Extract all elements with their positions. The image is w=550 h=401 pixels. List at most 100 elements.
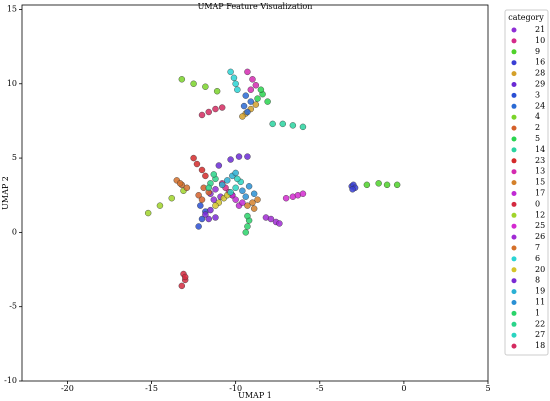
legend-marker: [511, 136, 517, 142]
point: [235, 153, 243, 160]
legend-marker: [511, 114, 517, 120]
point: [383, 181, 391, 189]
x-tick-label: 5: [485, 384, 490, 393]
legend-marker: [511, 169, 517, 175]
legend-label: 5: [535, 134, 540, 143]
legend-label: 7: [535, 243, 540, 252]
point: [210, 196, 217, 203]
point: [279, 120, 286, 128]
x-tick-label: -15: [145, 384, 158, 393]
point: [227, 68, 234, 76]
point: [244, 212, 251, 220]
legend-marker: [511, 321, 517, 327]
point: [247, 98, 254, 105]
point: [244, 223, 251, 230]
legend-marker: [511, 71, 517, 77]
legend-label: 0: [535, 199, 540, 208]
y-tick-label: 0: [12, 227, 17, 236]
legend-marker: [511, 103, 517, 109]
point: [252, 82, 260, 89]
legend-marker: [511, 278, 517, 284]
point: [230, 74, 238, 82]
point: [198, 196, 206, 203]
legend-label: 15: [535, 178, 545, 187]
x-axis-label: UMAP 1: [238, 391, 272, 400]
point: [245, 183, 253, 190]
point: [202, 211, 209, 218]
point: [239, 199, 246, 206]
legend-label: 20: [535, 265, 545, 274]
legend-label: 26: [535, 232, 545, 241]
point: [363, 181, 371, 189]
point: [247, 86, 254, 93]
point: [210, 171, 217, 178]
point: [205, 215, 212, 223]
legend-label: 13: [535, 167, 545, 176]
legend-label: 1: [535, 308, 540, 317]
legend-label: 14: [535, 145, 545, 154]
point: [190, 154, 197, 162]
legend-marker: [511, 212, 517, 218]
point: [212, 214, 219, 221]
legend-title: category: [508, 13, 544, 22]
y-tick-label: 10: [7, 79, 17, 88]
point: [195, 192, 202, 199]
point: [234, 86, 241, 93]
legend-label: 16: [535, 58, 545, 67]
legend-label: 12: [535, 210, 545, 219]
y-axis-label: UMAP 2: [1, 176, 10, 210]
point: [212, 186, 219, 193]
legend-marker: [511, 343, 517, 349]
x-tick-label: 0: [401, 384, 406, 393]
legend-marker: [511, 300, 517, 305]
legend-marker: [511, 267, 517, 273]
point: [299, 190, 307, 197]
legend-label: 19: [535, 287, 545, 296]
legend-marker: [511, 38, 517, 44]
point: [218, 181, 226, 189]
point: [240, 102, 248, 110]
point: [205, 184, 212, 191]
point: [267, 215, 275, 223]
point: [239, 187, 246, 194]
y-tick-label: -10: [4, 376, 17, 385]
point: [242, 229, 249, 236]
x-tick-label: -5: [316, 384, 324, 393]
point: [289, 122, 297, 129]
point: [195, 223, 202, 230]
legend-label: 25: [535, 221, 545, 230]
legend-label: 29: [535, 80, 545, 89]
legend-marker: [511, 125, 517, 131]
point: [227, 189, 234, 196]
legend-marker: [511, 332, 517, 338]
legend-label: 9: [535, 47, 540, 56]
point: [207, 206, 214, 214]
point: [198, 166, 206, 174]
point: [178, 76, 186, 83]
point: [242, 193, 249, 200]
point: [239, 113, 246, 120]
point: [242, 92, 249, 99]
point: [144, 209, 152, 217]
point: [202, 83, 209, 90]
point: [254, 95, 261, 102]
point: [212, 202, 219, 209]
point: [232, 184, 239, 191]
legend-marker: [511, 310, 517, 316]
legend-label: 23: [535, 156, 545, 165]
point: [349, 186, 356, 193]
legend-label: 2: [535, 123, 540, 132]
legend-label: 3: [535, 90, 540, 99]
point: [176, 180, 184, 187]
point: [224, 177, 231, 184]
legend-label: 11: [535, 298, 545, 307]
point: [168, 195, 175, 202]
legend-marker: [511, 289, 517, 295]
legend-label: 21: [535, 25, 545, 34]
legend-marker: [511, 223, 517, 229]
y-tick-label: -5: [9, 302, 17, 311]
point: [375, 180, 382, 187]
legend-marker: [511, 245, 517, 251]
point: [202, 172, 209, 180]
point: [250, 205, 258, 212]
